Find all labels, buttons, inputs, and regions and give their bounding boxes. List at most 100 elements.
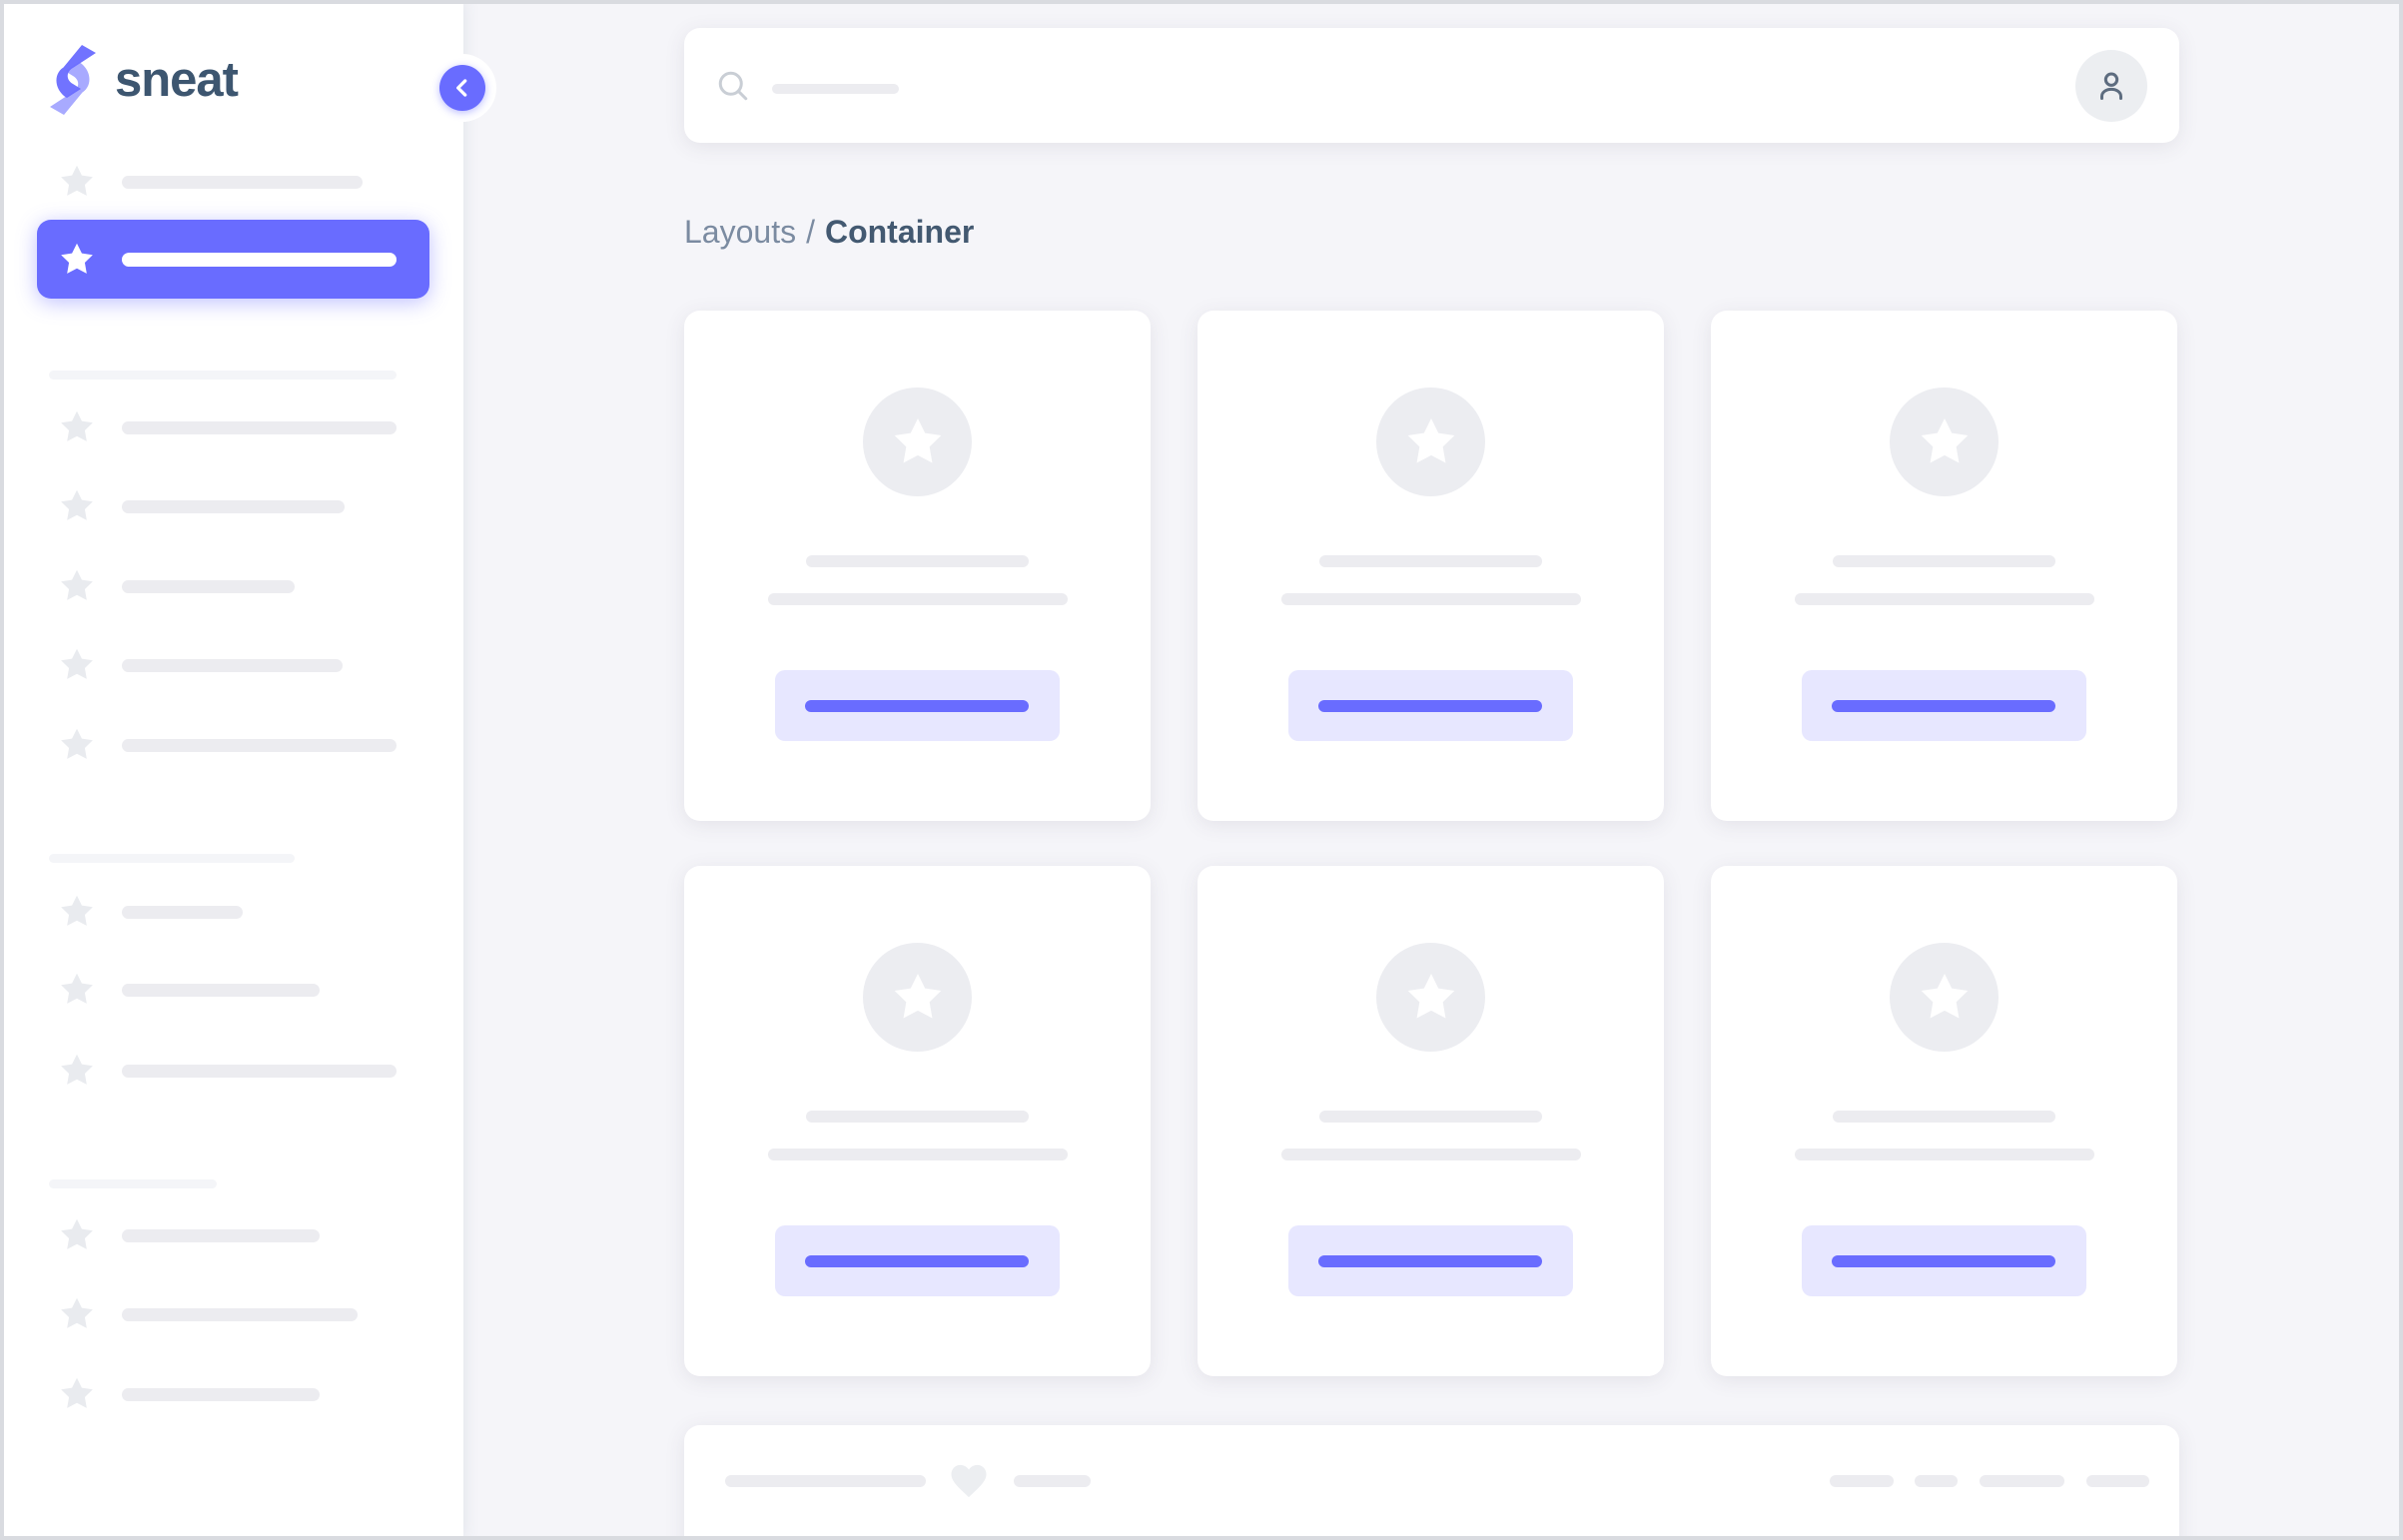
menu-label-skeleton [122,1228,320,1242]
sidebar-item-active[interactable] [37,220,429,299]
menu-label-skeleton [122,983,320,997]
card-button-skeleton[interactable] [1802,670,2086,741]
footer-text-skeleton [725,1475,926,1487]
person-icon [2100,72,2122,100]
card-grid [684,311,2179,1376]
sidebar-item[interactable] [37,562,429,610]
search-placeholder-skeleton [772,84,899,94]
menu-label-skeleton [122,579,295,593]
sidebar-toggle-ring [428,54,496,122]
card-button-skeleton[interactable] [775,1225,1060,1296]
demo-card [684,866,1151,1376]
card-text-skeleton [1280,1149,1581,1160]
card-avatar-circle [1376,943,1485,1052]
card-title-skeleton [1833,1111,2055,1123]
card-button-label-skeleton [805,1255,1029,1267]
star-icon [58,1295,96,1333]
menu-label-skeleton [122,175,363,189]
menu-section-divider-skeleton [49,371,397,380]
star-icon [58,241,96,279]
menu-label-skeleton [122,738,397,752]
sidebar-item[interactable] [37,966,429,1014]
star-icon [58,1375,96,1413]
sneat-logo-icon [50,45,96,115]
search-icon [718,71,748,101]
star-icon [58,646,96,684]
star-icon [1921,973,1968,1019]
sidebar-item[interactable] [37,1047,429,1095]
brand-name: sneat [115,53,239,107]
demo-card [1198,866,1664,1376]
heart-icon [951,1464,987,1498]
menu-label-skeleton [122,1387,320,1401]
card-title-skeleton [1319,555,1542,567]
card-button-skeleton[interactable] [1288,670,1573,741]
card-button-skeleton[interactable] [775,670,1060,741]
user-avatar-button[interactable] [2075,50,2147,122]
sidebar-collapse-button[interactable] [439,65,485,111]
demo-card [684,311,1151,821]
card-title-skeleton [806,555,1029,567]
pagination-bar-skeleton[interactable] [1830,1475,1894,1487]
favorite-button[interactable] [947,1460,991,1502]
menu-label-skeleton [122,499,345,513]
breadcrumb-separator: / [806,214,815,250]
star-icon [58,971,96,1009]
sidebar-item[interactable] [37,1290,429,1338]
card-avatar-circle [863,387,972,496]
card-button-label-skeleton [805,700,1029,712]
card-text-skeleton [1794,593,2094,605]
sidebar-item[interactable] [37,403,429,451]
footer-text-skeleton [1014,1475,1091,1487]
search-input[interactable] [684,28,2179,143]
card-button-label-skeleton [1832,1255,2055,1267]
card-button-skeleton[interactable] [1288,1225,1573,1296]
menu-section-divider-skeleton [49,854,295,863]
brand-logo[interactable]: sneat [47,44,239,116]
sidebar-item[interactable] [37,1211,429,1259]
sidebar: sneat [0,0,463,1540]
pagination-bar-skeleton[interactable] [2086,1475,2149,1487]
menu-label-skeleton [122,1064,397,1078]
menu-label-skeleton [122,252,397,267]
star-icon [58,408,96,446]
card-button-label-skeleton [1318,700,1542,712]
breadcrumb: Layouts / Container [684,212,974,252]
star-icon [58,487,96,525]
demo-card [1711,311,2177,821]
card-text-skeleton [1280,593,1581,605]
card-title-skeleton [1833,555,2055,567]
card-button-label-skeleton [1832,700,2055,712]
card-avatar-circle [1376,387,1485,496]
pagination-bar-skeleton[interactable] [1980,1475,2064,1487]
menu-label-skeleton [122,420,397,434]
star-icon [58,893,96,931]
sidebar-item[interactable] [37,482,429,530]
card-title-skeleton [1319,1111,1542,1123]
card-text-skeleton [767,593,1068,605]
star-icon [894,417,941,463]
card-button-skeleton[interactable] [1802,1225,2086,1296]
star-icon [1921,417,1968,463]
menu-label-skeleton [122,658,343,672]
footer-card [684,1425,2179,1540]
card-text-skeleton [767,1149,1068,1160]
star-icon [58,1216,96,1254]
demo-card [1711,866,2177,1376]
sidebar-item[interactable] [37,158,429,206]
chevron-left-icon [456,79,467,97]
star-icon [1407,417,1454,463]
pagination-bar-skeleton[interactable] [1915,1475,1958,1487]
breadcrumb-current: Container [824,214,975,250]
demo-card [1198,311,1664,821]
card-avatar-circle [1890,943,1999,1052]
sidebar-menu [0,0,463,1540]
breadcrumb-parent[interactable]: Layouts [684,214,797,250]
sidebar-item[interactable] [37,1370,429,1418]
card-avatar-circle [1890,387,1999,496]
card-text-skeleton [1794,1149,2094,1160]
sidebar-item[interactable] [37,888,429,936]
sidebar-item[interactable] [37,641,429,689]
sidebar-item[interactable] [37,721,429,769]
